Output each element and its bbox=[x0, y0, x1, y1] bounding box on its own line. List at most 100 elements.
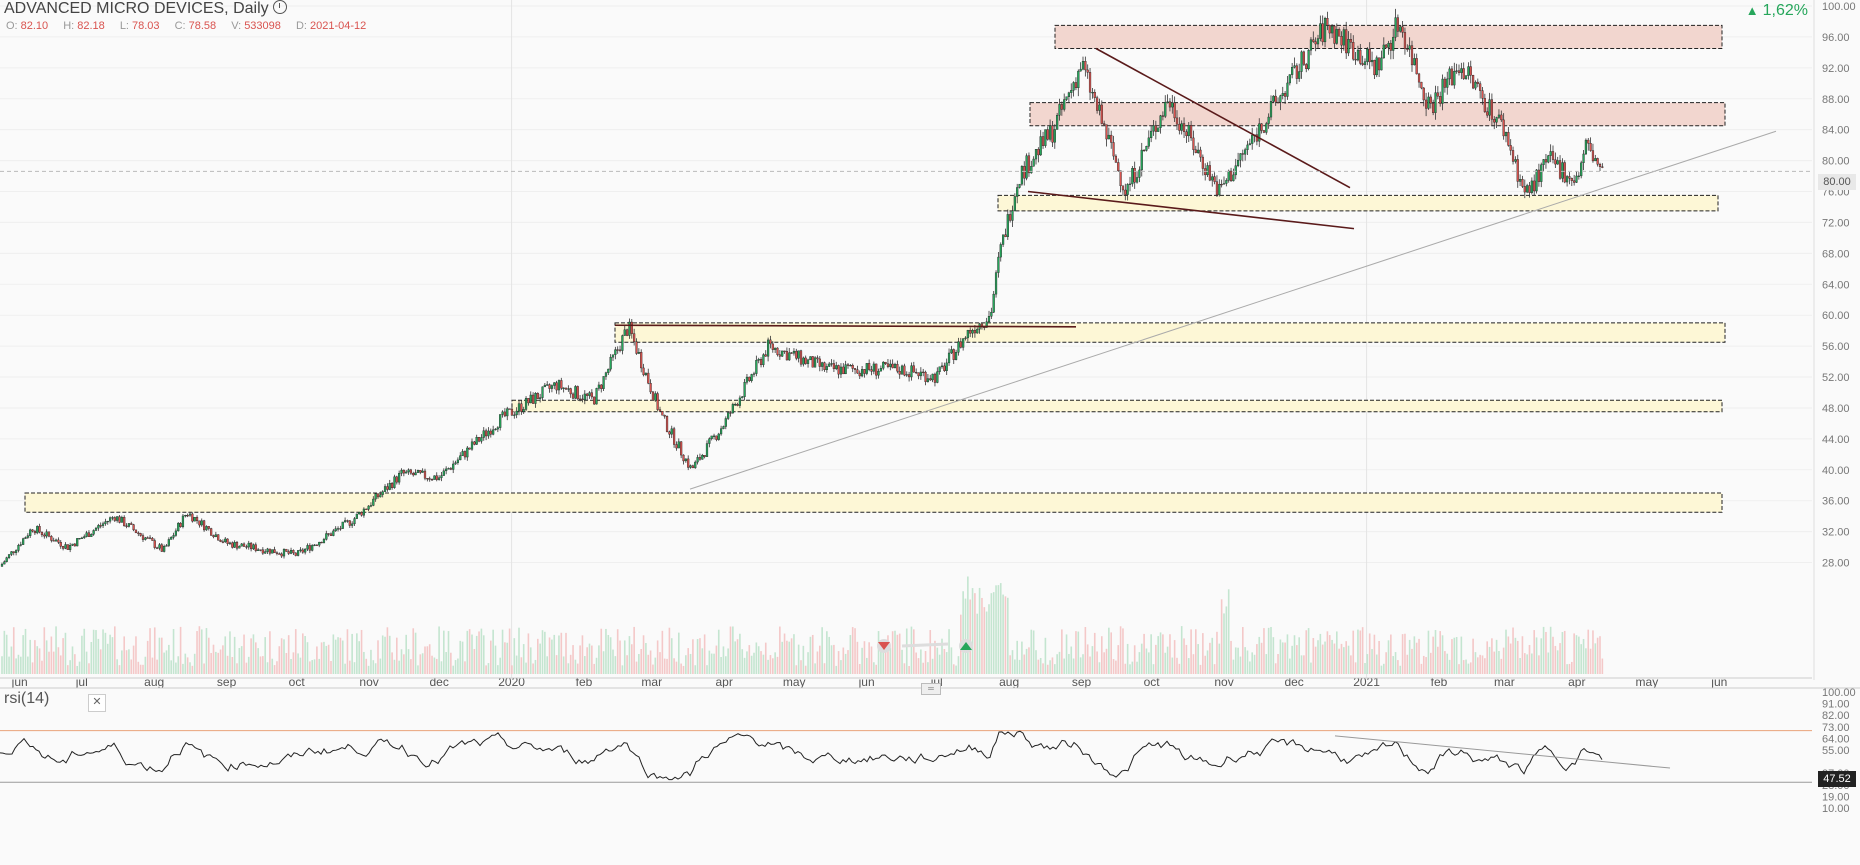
pane-resize-handle[interactable]: ═ bbox=[921, 683, 941, 695]
volume-bar bbox=[1507, 636, 1510, 674]
candle-body bbox=[1262, 130, 1266, 133]
candle-body bbox=[1013, 196, 1016, 212]
volume-bar bbox=[936, 647, 939, 674]
volume-bar bbox=[520, 657, 523, 674]
candle-body bbox=[837, 365, 840, 375]
volume-bar bbox=[163, 652, 165, 674]
volume-bar bbox=[1575, 635, 1578, 674]
candle-body bbox=[785, 350, 788, 361]
candle-body bbox=[165, 545, 168, 547]
candle-body bbox=[1561, 162, 1564, 179]
candle-body bbox=[492, 429, 495, 435]
volume-bar bbox=[1561, 631, 1564, 674]
candle-body bbox=[581, 398, 584, 400]
candle-body bbox=[452, 463, 455, 470]
candle-body bbox=[1490, 99, 1493, 120]
volume-bar bbox=[438, 626, 440, 674]
volume-bar bbox=[309, 661, 311, 674]
candle-body bbox=[127, 523, 130, 527]
volume-bar bbox=[938, 654, 941, 674]
volume-bar bbox=[1479, 654, 1481, 674]
candle-body bbox=[1568, 176, 1571, 179]
volume-bar bbox=[1484, 658, 1486, 674]
volume-bar bbox=[515, 655, 518, 674]
volume-bar bbox=[349, 660, 351, 674]
price-axis-label: 100.00 bbox=[1822, 1, 1856, 13]
volume-bar bbox=[440, 661, 443, 674]
volume-bar bbox=[877, 631, 880, 674]
volume-bar bbox=[576, 663, 579, 674]
candle-body bbox=[1537, 169, 1540, 182]
candle-body bbox=[1584, 139, 1587, 155]
volume-bar bbox=[311, 660, 313, 674]
volume-bar bbox=[1234, 647, 1237, 674]
candle-body bbox=[611, 354, 615, 358]
candle-body bbox=[778, 354, 781, 357]
volume-bar bbox=[1242, 627, 1244, 674]
volume-bar bbox=[1556, 650, 1559, 674]
candle-body bbox=[1016, 187, 1019, 197]
volume-bar bbox=[487, 663, 490, 674]
candle-body bbox=[362, 508, 365, 516]
candle-body bbox=[1408, 45, 1411, 50]
candle-body bbox=[445, 468, 448, 472]
candle-body bbox=[1502, 119, 1505, 137]
candle-body bbox=[762, 354, 765, 366]
candle-body bbox=[339, 528, 342, 530]
candle-body bbox=[1448, 68, 1451, 80]
candle-body bbox=[1575, 175, 1578, 183]
candle-body bbox=[1265, 123, 1268, 133]
candle-body bbox=[123, 517, 126, 527]
volume-bar bbox=[243, 634, 245, 674]
volume-bar bbox=[1580, 644, 1582, 674]
clock-icon[interactable] bbox=[272, 0, 287, 14]
candle-body bbox=[1112, 142, 1115, 157]
volume-bar bbox=[781, 641, 783, 674]
candle-body bbox=[163, 546, 166, 552]
volume-bar bbox=[635, 661, 638, 674]
volume-bar bbox=[1427, 630, 1430, 674]
volume-bar bbox=[1481, 655, 1484, 674]
volume-bar bbox=[1011, 650, 1014, 674]
close-indicator-button[interactable]: ✕ bbox=[88, 694, 106, 712]
volume-bar bbox=[231, 657, 234, 674]
candle-body bbox=[1424, 99, 1428, 109]
rsi-indicator-label[interactable]: rsi(14) bbox=[4, 690, 50, 707]
candle-body bbox=[489, 430, 492, 435]
candle-body bbox=[626, 329, 629, 336]
candle-body bbox=[242, 543, 246, 547]
candle-body bbox=[1399, 26, 1402, 32]
candle-body bbox=[1232, 174, 1235, 182]
candle-body bbox=[285, 548, 288, 552]
candle-body bbox=[553, 382, 556, 386]
candle-body bbox=[510, 408, 514, 416]
volume-bar bbox=[1559, 643, 1561, 674]
candle-body bbox=[210, 528, 213, 536]
volume-bar bbox=[1549, 626, 1552, 674]
candle-body bbox=[865, 363, 868, 374]
volume-bar bbox=[870, 646, 873, 674]
candle-body bbox=[108, 517, 112, 522]
candle-body bbox=[811, 356, 814, 368]
candle-body bbox=[804, 357, 807, 364]
candle-body bbox=[912, 365, 915, 373]
candle-body bbox=[1582, 153, 1585, 164]
candle-body bbox=[1056, 115, 1059, 130]
volume-bar bbox=[969, 599, 971, 674]
ohlc-date-value: 2021-04-12 bbox=[309, 20, 367, 32]
volume-bar bbox=[137, 661, 140, 674]
volume-bar bbox=[689, 653, 692, 674]
volume-bar bbox=[257, 648, 259, 674]
volume-bar bbox=[34, 640, 36, 674]
candle-body bbox=[99, 525, 102, 527]
candle-body bbox=[741, 396, 744, 399]
volume-bar bbox=[20, 656, 22, 674]
candle-body bbox=[879, 368, 882, 372]
price-axis-label: 44.00 bbox=[1822, 434, 1850, 446]
volume-bar bbox=[985, 611, 988, 674]
volume-bar bbox=[743, 657, 746, 674]
candle-body bbox=[757, 359, 760, 361]
candle-body bbox=[950, 349, 953, 354]
